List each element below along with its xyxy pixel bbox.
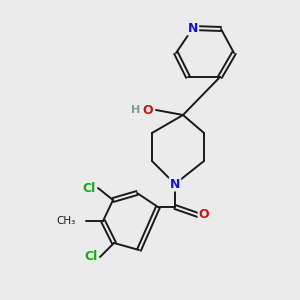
- Text: N: N: [188, 22, 198, 34]
- Text: Cl: Cl: [84, 250, 98, 263]
- Text: O: O: [143, 103, 153, 116]
- Text: O: O: [199, 208, 209, 221]
- Text: CH₃: CH₃: [57, 216, 76, 226]
- Text: Cl: Cl: [82, 182, 96, 194]
- Text: N: N: [170, 178, 180, 190]
- Text: H: H: [131, 105, 141, 115]
